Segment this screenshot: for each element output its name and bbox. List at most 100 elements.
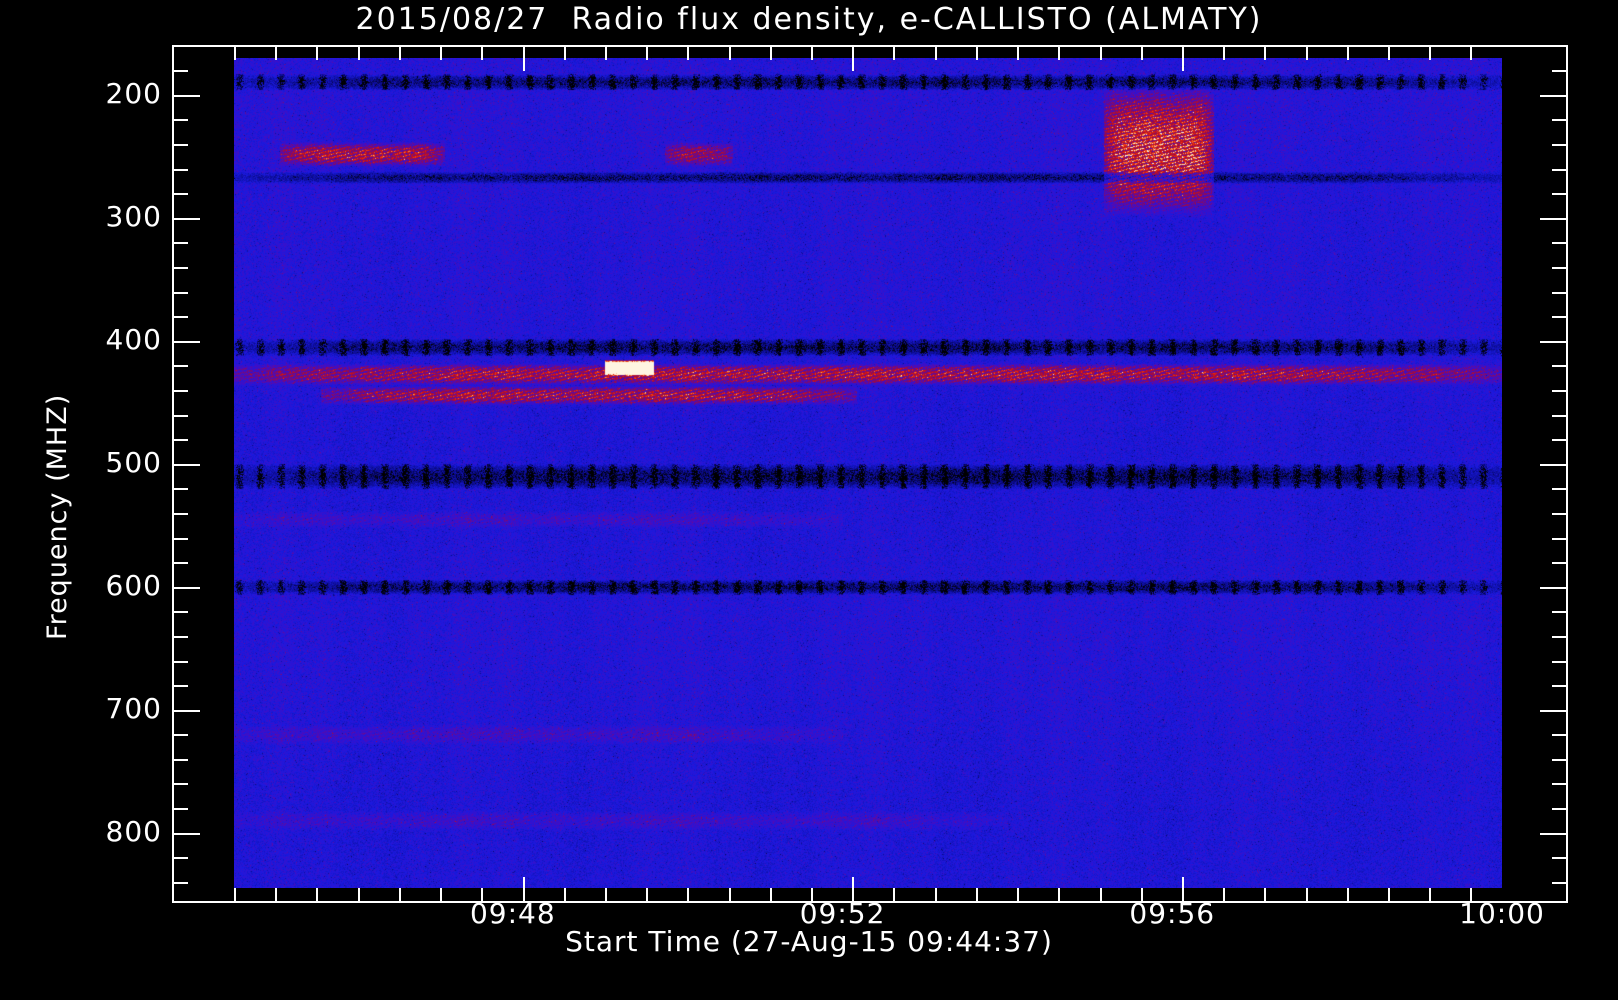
x-tick-minor-top — [563, 47, 566, 60]
y-tick-minor — [174, 439, 188, 442]
x-tick-minor-top — [893, 47, 896, 60]
x-tick-minor-top — [234, 47, 236, 60]
y-tick-minor-right — [1552, 881, 1566, 884]
y-tick-minor — [174, 562, 188, 565]
x-tick-minor-top — [316, 47, 319, 60]
x-tick-minor-top — [687, 47, 690, 60]
y-tick-minor — [174, 537, 188, 540]
y-tick-minor-right — [1552, 267, 1566, 270]
y-tick-minor — [174, 808, 188, 811]
y-tick-minor — [174, 168, 188, 171]
x-tick-minor — [440, 888, 443, 901]
x-tick-minor — [728, 888, 731, 901]
x-tick-label: 09:48 — [469, 897, 556, 930]
y-tick-minor-right — [1552, 242, 1566, 245]
y-tick-minor — [174, 144, 188, 147]
y-tick-minor-right — [1552, 635, 1566, 638]
y-tick-label: 700 — [105, 691, 162, 725]
x-tick-minor-top — [357, 47, 360, 60]
x-tick-major — [852, 877, 855, 901]
x-tick-minor — [275, 888, 278, 901]
y-tick-minor — [174, 242, 188, 245]
x-tick-minor — [1388, 888, 1390, 901]
x-tick-major — [1181, 877, 1184, 901]
x-tick-minor-top — [769, 47, 772, 60]
y-axis-title: Frequency (MHZ) — [42, 393, 73, 640]
y-tick-minor-right — [1552, 70, 1566, 73]
y-tick-minor — [174, 70, 188, 73]
x-tick-minor — [563, 888, 566, 901]
y-tick-minor — [174, 390, 188, 392]
y-tick-label: 600 — [105, 568, 162, 602]
x-tick-label: 09:56 — [1129, 897, 1216, 930]
x-tick-minor — [1305, 888, 1308, 901]
y-tick-major — [174, 709, 200, 712]
y-tick-minor — [174, 414, 188, 417]
y-tick-minor-right — [1552, 808, 1566, 811]
x-tick-minor — [316, 888, 319, 901]
x-tick-minor — [975, 888, 978, 901]
y-tick-minor-right — [1552, 291, 1566, 294]
x-tick-minor — [481, 888, 484, 901]
y-tick-minor — [174, 267, 188, 270]
y-tick-label: 400 — [105, 322, 162, 356]
x-tick-label: 09:52 — [799, 897, 886, 930]
spectrogram-canvas — [234, 58, 1502, 888]
y-tick-minor-right — [1552, 365, 1566, 368]
y-tick-minor-right — [1552, 734, 1566, 737]
x-tick-minor-top — [728, 47, 731, 60]
y-tick-minor — [174, 119, 188, 122]
x-tick-minor — [934, 888, 937, 901]
x-tick-minor — [1140, 888, 1143, 901]
x-tick-minor-top — [398, 47, 401, 60]
y-tick-minor-right — [1552, 857, 1566, 860]
x-tick-minor — [1223, 888, 1226, 901]
x-tick-minor — [1429, 888, 1432, 901]
x-tick-major-top — [852, 47, 855, 71]
y-tick-label: 500 — [105, 445, 162, 479]
y-tick-label: 300 — [105, 199, 162, 233]
x-axis-title: Start Time (27-Aug-15 09:44:37) — [565, 925, 1053, 958]
x-tick-minor-top — [440, 47, 443, 60]
x-tick-minor-top — [1058, 47, 1061, 60]
y-tick-minor-right — [1552, 562, 1566, 565]
x-tick-minor-top — [1346, 47, 1349, 60]
y-tick-major — [174, 340, 200, 343]
x-tick-minor — [1017, 888, 1020, 901]
x-tick-minor-top — [604, 47, 607, 60]
spectrogram-image — [234, 58, 1502, 888]
y-tick-minor — [174, 734, 188, 737]
x-tick-minor — [234, 888, 236, 901]
y-tick-minor-right — [1552, 144, 1566, 147]
y-tick-minor-right — [1552, 758, 1566, 761]
y-tick-major — [174, 832, 200, 835]
y-tick-minor — [174, 758, 188, 761]
x-tick-minor — [1264, 888, 1267, 901]
x-tick-minor — [357, 888, 360, 901]
x-tick-minor-top — [975, 47, 978, 60]
y-tick-major-right — [1540, 217, 1566, 220]
y-tick-minor-right — [1552, 660, 1566, 663]
y-tick-minor — [174, 488, 188, 491]
y-tick-minor — [174, 365, 188, 368]
y-tick-minor-right — [1552, 685, 1566, 688]
y-tick-major — [174, 94, 200, 97]
y-tick-minor-right — [1552, 193, 1566, 196]
x-tick-label: 10:00 — [1459, 897, 1545, 930]
y-tick-major — [174, 463, 200, 466]
x-tick-minor — [769, 888, 772, 901]
y-tick-minor — [174, 685, 188, 688]
x-tick-minor — [893, 888, 896, 901]
y-tick-major-right — [1540, 340, 1566, 343]
x-tick-minor-top — [934, 47, 937, 60]
x-tick-minor-top — [275, 47, 278, 60]
x-tick-minor-top — [811, 47, 813, 60]
x-tick-minor-top — [1017, 47, 1020, 60]
x-tick-minor — [1470, 888, 1473, 901]
y-tick-major — [174, 217, 200, 220]
y-tick-minor — [174, 783, 188, 786]
y-tick-minor-right — [1552, 783, 1566, 786]
y-tick-minor-right — [1552, 119, 1566, 122]
x-tick-major-top — [1181, 47, 1184, 71]
